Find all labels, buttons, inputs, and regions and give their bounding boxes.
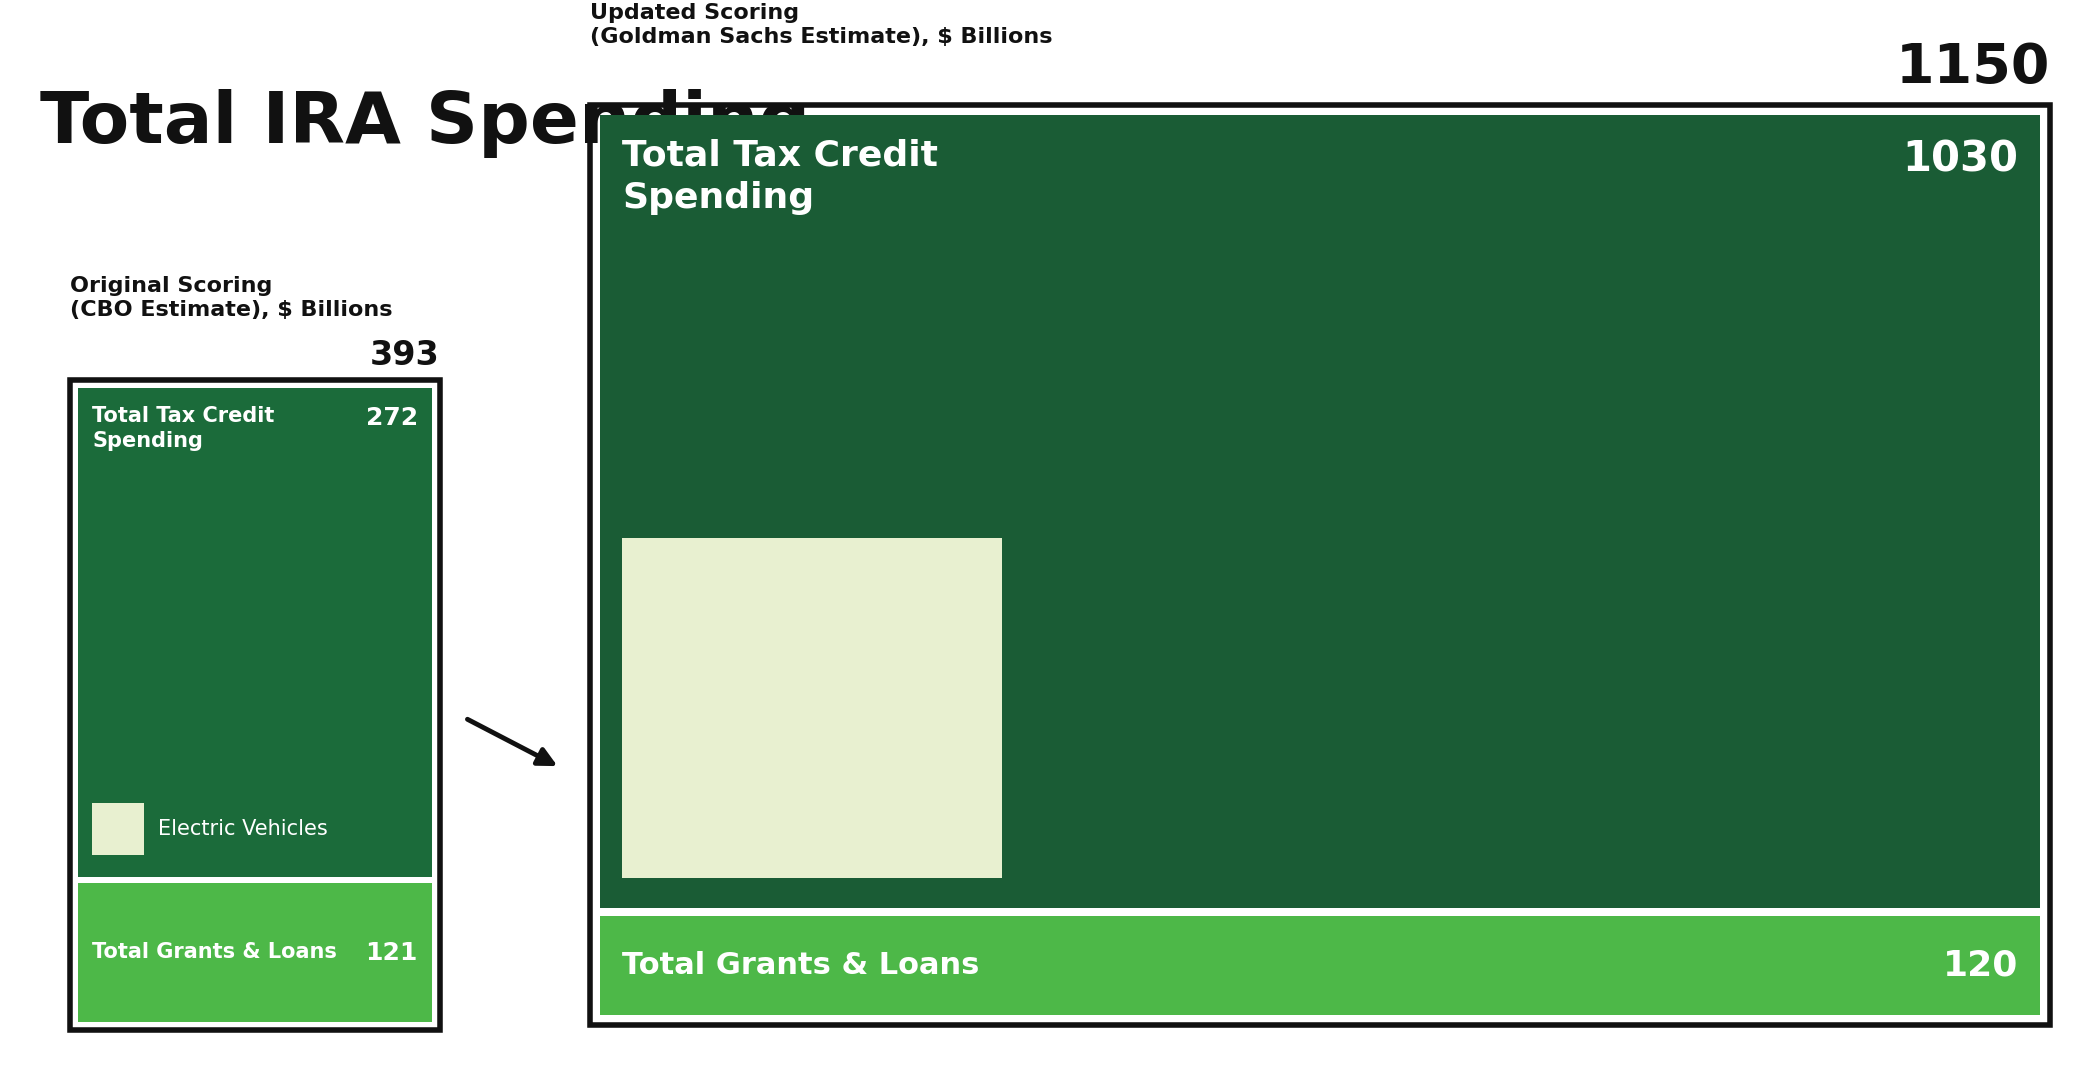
Text: Electric Vehicles: Electric Vehicles: [158, 819, 328, 839]
Text: Electric Vehicles: Electric Vehicles: [672, 666, 953, 696]
Bar: [590, 105, 2050, 1025]
Text: Total IRA Spending: Total IRA Spending: [40, 87, 811, 158]
Bar: [69, 380, 441, 1030]
Text: 120: 120: [1942, 948, 2018, 983]
Text: Updated Scoring
(Goldman Sachs Estimate), $ Billions: Updated Scoring (Goldman Sachs Estimate)…: [590, 3, 1052, 48]
Bar: [601, 916, 2039, 1015]
Text: Original Scoring
(CBO Estimate), $ Billions: Original Scoring (CBO Estimate), $ Billi…: [69, 276, 393, 320]
Bar: [78, 388, 433, 877]
Bar: [78, 883, 433, 1022]
Text: 393: 393: [370, 339, 441, 372]
Bar: [601, 114, 2039, 908]
Text: Total Tax Credit
Spending: Total Tax Credit Spending: [622, 139, 939, 215]
Text: Total Grants & Loans: Total Grants & Loans: [622, 951, 979, 980]
Text: 121: 121: [365, 941, 418, 964]
Text: 272: 272: [365, 406, 418, 430]
Text: Total Grants & Loans: Total Grants & Loans: [92, 943, 336, 962]
Text: Total Tax Credit
Spending: Total Tax Credit Spending: [92, 406, 275, 450]
Text: 1150: 1150: [1896, 41, 2050, 95]
Bar: [622, 538, 1002, 878]
Text: 1030: 1030: [1903, 139, 2018, 181]
Bar: [92, 804, 145, 855]
Text: 393: 393: [777, 742, 846, 777]
Text: 14: 14: [105, 820, 132, 838]
